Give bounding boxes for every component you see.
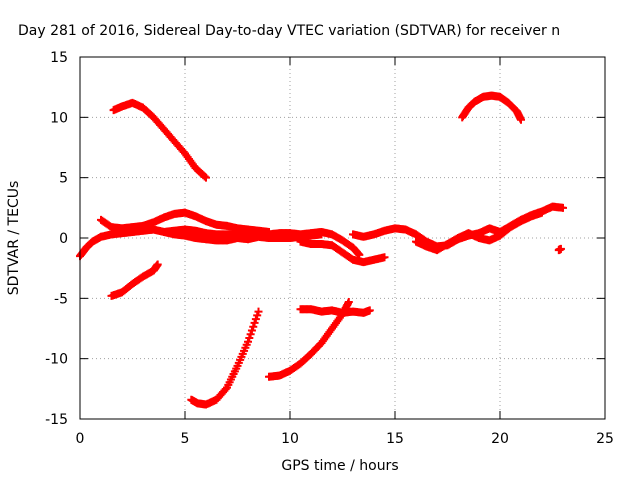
series-arc-right bbox=[349, 202, 567, 251]
y-tick-label: 15 bbox=[50, 50, 68, 66]
data-point bbox=[365, 306, 374, 315]
data-point bbox=[249, 322, 258, 331]
series-arc-mid-left bbox=[107, 260, 162, 300]
data-point bbox=[344, 297, 353, 306]
y-tick-label: 5 bbox=[59, 171, 68, 187]
data-point bbox=[153, 260, 162, 269]
series-arc-right-top bbox=[458, 91, 525, 124]
series-arc-bottom-left bbox=[187, 307, 263, 409]
y-tick-label: -5 bbox=[54, 291, 68, 307]
data-point bbox=[246, 330, 255, 339]
x-tick-label: 0 bbox=[76, 431, 85, 447]
data-point bbox=[250, 318, 259, 327]
data-point bbox=[202, 173, 210, 182]
data-point bbox=[245, 334, 254, 343]
series-arc-main-b bbox=[97, 208, 273, 236]
series-arc-mid-right bbox=[296, 305, 374, 317]
data-point bbox=[247, 326, 256, 335]
series-arc-right-low bbox=[412, 208, 546, 255]
data-point bbox=[380, 253, 389, 262]
x-tick-label: 20 bbox=[491, 431, 509, 447]
y-tick-label: 0 bbox=[59, 231, 68, 247]
data-point bbox=[538, 208, 546, 217]
x-tick-label: 15 bbox=[386, 431, 404, 447]
series-arc-isolated bbox=[554, 244, 565, 255]
data-point bbox=[200, 172, 209, 181]
data-point bbox=[317, 230, 326, 239]
x-tick-label: 25 bbox=[596, 431, 614, 447]
y-tick-label: -10 bbox=[45, 352, 68, 368]
x-tick-label: 5 bbox=[181, 431, 190, 447]
x-tick-label: 10 bbox=[281, 431, 299, 447]
data-point bbox=[559, 203, 567, 212]
y-tick-label: -15 bbox=[45, 412, 68, 428]
data-point bbox=[221, 385, 230, 394]
data-point bbox=[556, 244, 565, 253]
series-arc-top-left bbox=[109, 98, 210, 182]
plot-frame bbox=[79, 56, 606, 420]
y-tick-label: 10 bbox=[50, 110, 68, 126]
series-arc-main-c bbox=[160, 227, 326, 245]
x-axis-label: GPS time / hours bbox=[281, 458, 398, 474]
data-point bbox=[517, 115, 525, 124]
y-axis-label: SDTVAR / TECUs bbox=[6, 181, 22, 296]
series-arc-bottom-mid bbox=[265, 297, 353, 381]
data-point bbox=[253, 311, 262, 320]
chart-title: Day 281 of 2016, Sidereal Day-to-day VTE… bbox=[18, 23, 560, 39]
series-arc-main-d bbox=[296, 237, 389, 267]
data-point bbox=[244, 337, 252, 346]
data-points bbox=[76, 91, 567, 409]
data-point bbox=[254, 307, 263, 316]
data-point bbox=[251, 315, 260, 324]
